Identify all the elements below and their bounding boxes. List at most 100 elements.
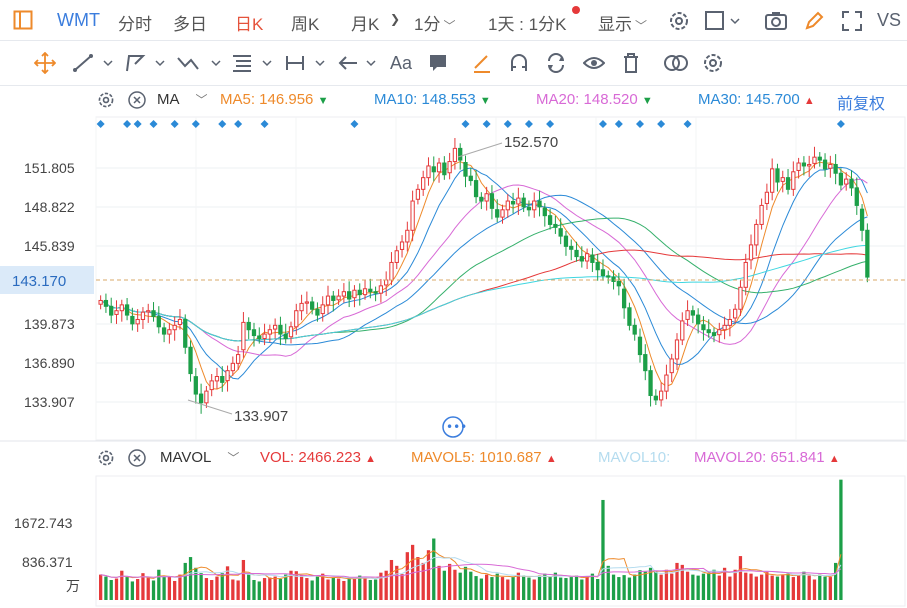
tab-minute[interactable]: 1分 ﹀ bbox=[414, 10, 455, 35]
comment-icon[interactable] bbox=[426, 52, 450, 74]
candle-up bbox=[680, 320, 685, 341]
visibility-eye-icon[interactable] bbox=[582, 52, 606, 74]
ma-settings-gear-icon[interactable] bbox=[96, 90, 116, 110]
volume-bar bbox=[574, 575, 579, 600]
candle-down bbox=[220, 376, 225, 383]
tab-daily-k[interactable]: 日K bbox=[235, 15, 264, 34]
pencil-icon[interactable] bbox=[802, 9, 826, 33]
candle-up bbox=[722, 324, 727, 331]
volume-bar bbox=[506, 579, 510, 600]
candle-up bbox=[844, 178, 849, 185]
tab-weekly-k[interactable]: 周K bbox=[291, 15, 320, 34]
volume-bar bbox=[569, 577, 573, 600]
candle-down bbox=[859, 208, 865, 231]
volume-bar bbox=[744, 572, 748, 600]
volume-bar bbox=[770, 575, 774, 600]
price-tick-5: 136.890 bbox=[24, 355, 75, 371]
mavol20-legend: MAVOL20: 651.841 ▲ bbox=[694, 449, 840, 466]
volume-bar bbox=[627, 577, 632, 600]
volume-bar bbox=[437, 565, 441, 600]
ma-indicator-select[interactable]: MA ﹀ bbox=[157, 91, 208, 108]
candle-down bbox=[495, 209, 500, 218]
candle-up bbox=[415, 188, 421, 200]
range-measure-icon[interactable] bbox=[284, 52, 328, 74]
volume-bar bbox=[796, 574, 801, 600]
volume-bar bbox=[463, 566, 468, 600]
range-selector[interactable]: 1天 : 1分K bbox=[488, 10, 566, 35]
overlay-compare-icon[interactable] bbox=[662, 52, 690, 74]
tab-monthly-k[interactable]: 月K bbox=[351, 15, 380, 34]
volume-bar bbox=[812, 579, 817, 600]
text-tool-icon[interactable]: Aa bbox=[389, 52, 413, 73]
volume-bar bbox=[696, 575, 700, 600]
volume-bar bbox=[284, 574, 288, 600]
volume-bar bbox=[294, 571, 298, 600]
event-marker-icon bbox=[461, 120, 470, 128]
vol-value: VOL: 2466.223 bbox=[260, 449, 361, 466]
sidebar-toggle-icon[interactable] bbox=[12, 9, 34, 31]
volume-bar bbox=[775, 576, 780, 600]
candle-down bbox=[278, 324, 283, 335]
event-marker-icon bbox=[234, 120, 243, 128]
sync-icon[interactable] bbox=[544, 52, 568, 74]
chart-style-selector[interactable] bbox=[704, 9, 742, 33]
candle-down bbox=[854, 187, 859, 206]
line-tool-icon[interactable] bbox=[72, 52, 116, 74]
down-triangle-icon: ▼ bbox=[641, 95, 653, 107]
tab-intraday[interactable]: 分时 bbox=[118, 15, 152, 34]
arrow-tool-icon[interactable] bbox=[337, 52, 381, 74]
candle-up bbox=[674, 339, 680, 360]
candle-up bbox=[764, 191, 770, 204]
volume-bar bbox=[305, 578, 309, 600]
magnet-icon[interactable] bbox=[507, 52, 531, 74]
display-menu[interactable]: 显示 ﹀ bbox=[598, 10, 647, 35]
mavol10-legend: MAVOL10: bbox=[598, 449, 671, 466]
wave-tool-icon[interactable] bbox=[176, 52, 224, 74]
volume-bar bbox=[802, 571, 806, 600]
candle-down bbox=[510, 200, 516, 205]
fullscreen-icon[interactable] bbox=[840, 9, 864, 33]
settings-gear-icon[interactable] bbox=[667, 9, 691, 33]
monthly-k-dropdown-icon[interactable]: ❯ bbox=[390, 12, 401, 26]
vol-indicator-select[interactable]: MAVOL ﹀ bbox=[160, 449, 239, 466]
candle-down bbox=[283, 333, 288, 339]
candle-up bbox=[172, 324, 177, 331]
vol-settings-gear-icon[interactable] bbox=[96, 448, 116, 468]
candle-up bbox=[748, 244, 754, 261]
candle-up bbox=[658, 390, 664, 401]
symbol-label[interactable]: WMT bbox=[57, 10, 100, 30]
event-marker-icon bbox=[598, 120, 607, 128]
volume-bar bbox=[299, 575, 304, 600]
volume-bar bbox=[273, 576, 277, 600]
polyline-tool-icon[interactable] bbox=[124, 52, 168, 74]
vol-close-icon[interactable] bbox=[127, 448, 147, 468]
candle-down bbox=[590, 254, 595, 263]
compare-vs-button[interactable]: VS bbox=[877, 10, 902, 30]
camera-icon[interactable] bbox=[763, 9, 789, 33]
ma-close-icon[interactable] bbox=[127, 90, 147, 110]
volume-bar bbox=[141, 573, 145, 600]
volume-bar bbox=[754, 576, 758, 600]
volume-bar bbox=[654, 571, 658, 600]
volume-bar bbox=[707, 572, 711, 600]
volume-bar bbox=[220, 573, 224, 600]
brush-tool-icon[interactable] bbox=[470, 52, 494, 74]
candle-up bbox=[685, 310, 690, 320]
volume-bar bbox=[675, 562, 679, 600]
volume-bar bbox=[818, 574, 822, 600]
volume-bar bbox=[559, 577, 563, 600]
tab-multi-day[interactable]: 多日 bbox=[173, 15, 207, 34]
volume-bar bbox=[617, 577, 621, 600]
candle-down bbox=[690, 310, 696, 316]
more-options-icon[interactable] bbox=[442, 416, 464, 438]
fibonacci-tool-icon[interactable] bbox=[231, 52, 275, 74]
volume-bar bbox=[474, 576, 478, 600]
move-crosshair-icon[interactable] bbox=[33, 52, 57, 74]
adjust-toggle[interactable]: 前复权 bbox=[837, 96, 886, 113]
draw-settings-gear-icon[interactable] bbox=[701, 52, 725, 74]
candle-up bbox=[405, 229, 410, 243]
candle-down bbox=[368, 288, 373, 293]
volume-bar bbox=[104, 576, 108, 600]
trash-icon[interactable] bbox=[619, 52, 643, 74]
